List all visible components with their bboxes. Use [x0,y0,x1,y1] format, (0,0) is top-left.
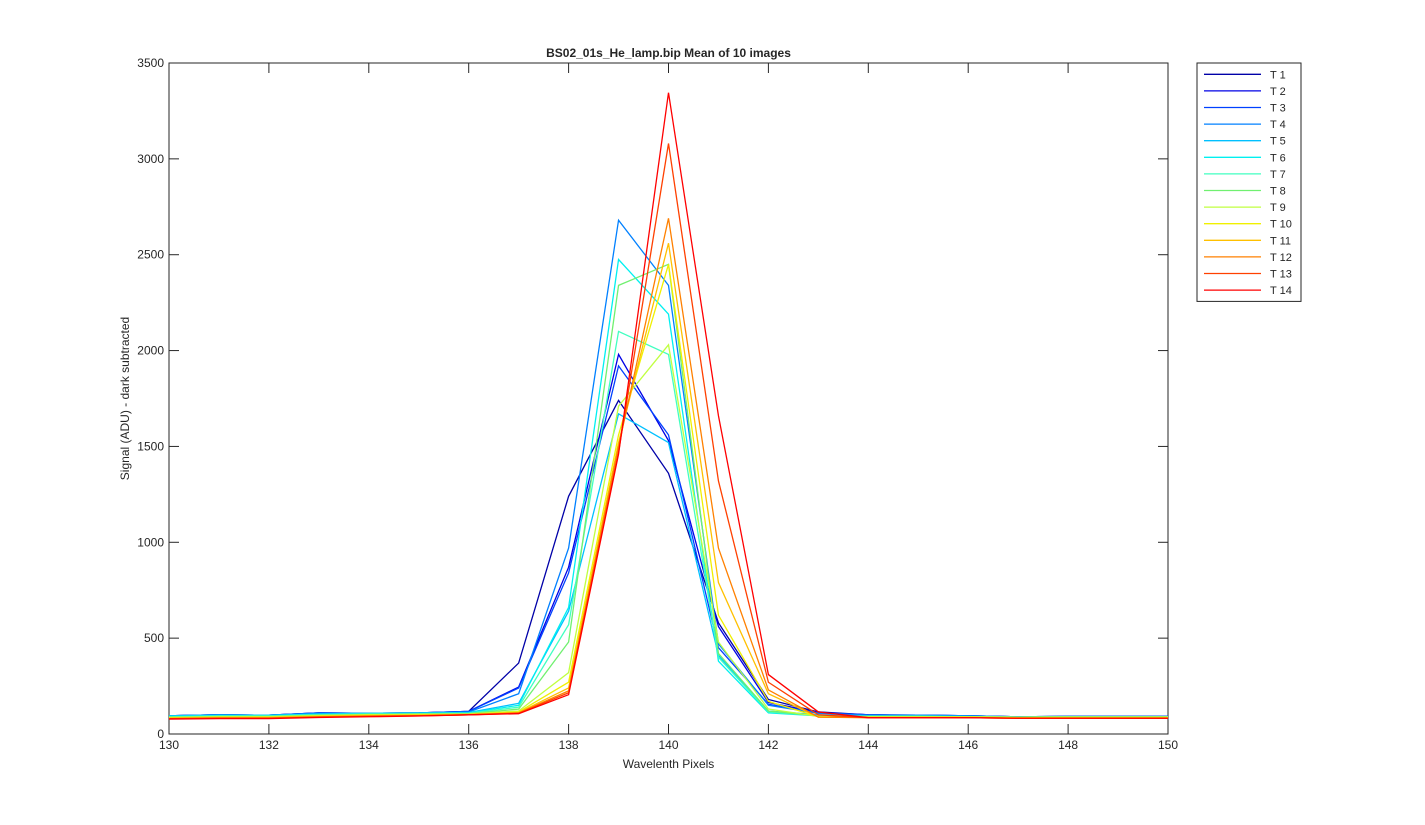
y-tick-label: 0 [157,727,164,741]
y-tick-label: 1500 [137,439,164,453]
legend-label: T 12 [1270,252,1292,264]
x-tick-label: 148 [1058,738,1078,752]
legend-box [1196,62,1302,302]
series-line-t14 [168,92,1168,720]
x-tick-label: 134 [359,738,379,752]
x-tick-label: 132 [259,738,279,752]
legend-label: T 9 [1270,202,1286,214]
x-tick-label: 144 [858,738,878,752]
legend-label: T 2 [1270,86,1286,98]
chart-title: BS02_01s_He_lamp.bip Mean of 10 images [546,46,791,60]
y-tick-label: 1000 [137,535,164,549]
x-axis-label: Wavelenth Pixels [623,757,715,771]
y-axis-label: Signal (ADU) - dark subtracted [118,317,132,480]
x-tick-label: 136 [459,738,479,752]
legend: T 1 T 2 T 3 T 4 T 5 T 6 T 7 T 8 T 9 T 10 T 11 T 12 T… [1196,62,1302,302]
legend-label: T 10 [1270,219,1292,231]
x-axis: 130 132 134 136 138 140 142 144 146 148 150 [159,63,1178,752]
x-tick-label: 140 [658,738,678,752]
x-tick-label: 150 [1158,738,1178,752]
legend-label: T 11 [1270,235,1291,247]
legend-label: T 14 [1270,285,1292,297]
series-layer [168,92,1168,720]
legend-label: T 8 [1270,186,1286,198]
y-axis: 0 500 1000 1500 2000 2500 3000 3500 [137,56,1168,741]
legend-label: T 5 [1270,136,1286,148]
legend-label: T 4 [1270,119,1286,131]
x-tick-label: 130 [159,738,179,752]
y-tick-label: 2500 [137,248,164,262]
x-tick-label: 142 [758,738,778,752]
plot-area [168,62,1169,735]
y-tick-label: 2000 [137,344,164,358]
legend-label: T 13 [1270,269,1292,281]
legend-label: T 7 [1270,169,1286,181]
y-tick-label: 3500 [137,56,164,70]
legend-label: T 6 [1270,152,1286,164]
x-tick-label: 138 [559,738,579,752]
y-tick-label: 500 [144,631,164,645]
legend-label: T 1 [1270,69,1286,81]
legend-label: T 3 [1270,103,1286,115]
x-tick-label: 146 [958,738,978,752]
y-tick-label: 3000 [137,152,164,166]
